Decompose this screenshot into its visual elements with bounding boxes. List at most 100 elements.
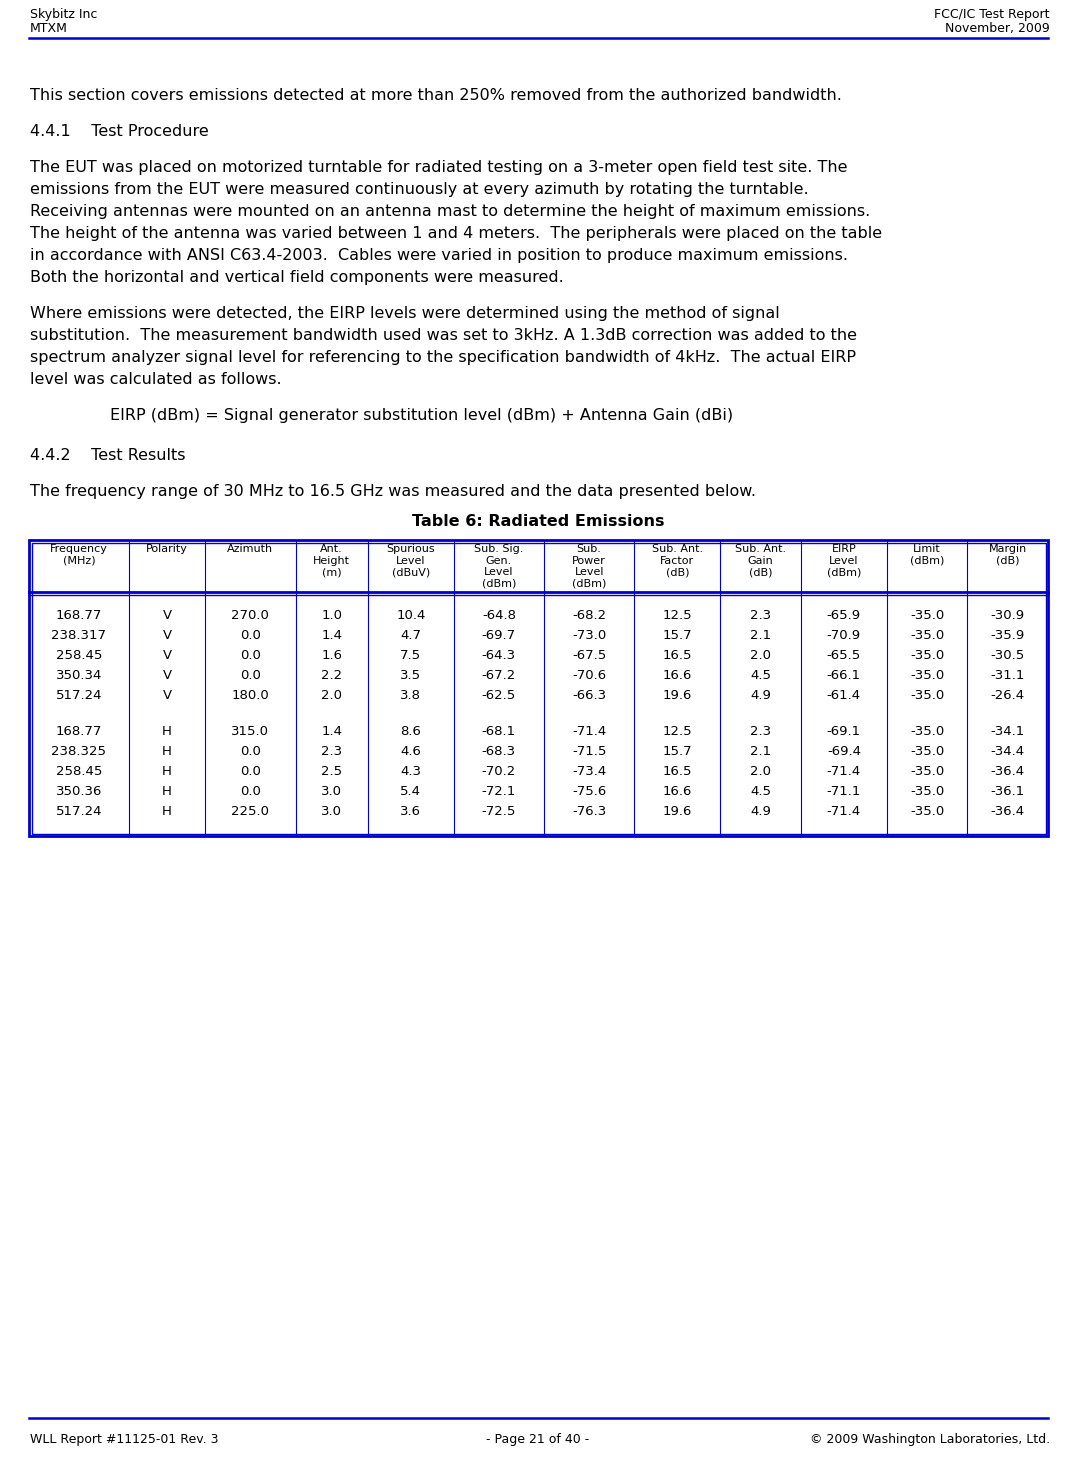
Text: -26.4: -26.4	[991, 690, 1025, 703]
Text: 2.2: 2.2	[321, 669, 342, 682]
Text: 2.3: 2.3	[750, 609, 771, 622]
Text: 7.5: 7.5	[401, 649, 421, 662]
Text: 16.6: 16.6	[662, 669, 693, 682]
Text: FCC/IC Test Report: FCC/IC Test Report	[935, 7, 1050, 20]
Text: Skybitz Inc: Skybitz Inc	[30, 7, 97, 20]
Text: EIRP
Level
(dBm): EIRP Level (dBm)	[827, 545, 862, 577]
Text: 0.0: 0.0	[240, 766, 261, 777]
Text: 4.5: 4.5	[750, 785, 771, 798]
Text: Limit
(dBm): Limit (dBm)	[910, 545, 945, 565]
Text: 0.0: 0.0	[240, 669, 261, 682]
Text: 15.7: 15.7	[662, 630, 693, 643]
Text: -69.7: -69.7	[481, 630, 516, 643]
Text: -36.4: -36.4	[991, 805, 1025, 818]
Text: 238.317: 238.317	[52, 630, 107, 643]
Text: 168.77: 168.77	[56, 725, 102, 738]
Text: 4.3: 4.3	[401, 766, 421, 777]
Text: -35.0: -35.0	[910, 649, 945, 662]
Text: -34.4: -34.4	[991, 745, 1025, 758]
Text: -71.4: -71.4	[827, 805, 861, 818]
Text: -71.1: -71.1	[827, 785, 862, 798]
Text: 258.45: 258.45	[56, 766, 102, 777]
Text: 12.5: 12.5	[662, 725, 693, 738]
Text: 1.4: 1.4	[321, 630, 342, 643]
Text: -31.1: -31.1	[991, 669, 1025, 682]
Text: Polarity: Polarity	[146, 545, 188, 553]
Text: 238.325: 238.325	[52, 745, 107, 758]
Text: 2.0: 2.0	[750, 649, 771, 662]
Text: Frequency
(MHz): Frequency (MHz)	[50, 545, 108, 565]
Text: -75.6: -75.6	[572, 785, 606, 798]
Text: 168.77: 168.77	[56, 609, 102, 622]
Text: 350.34: 350.34	[56, 669, 102, 682]
Text: -64.8: -64.8	[481, 609, 516, 622]
Text: -35.0: -35.0	[910, 785, 945, 798]
Text: -68.3: -68.3	[481, 745, 516, 758]
Text: 3.0: 3.0	[321, 785, 342, 798]
Text: -35.0: -35.0	[910, 725, 945, 738]
Text: -64.3: -64.3	[481, 649, 516, 662]
Text: - Page 21 of 40 -: - Page 21 of 40 -	[487, 1433, 589, 1446]
Text: The frequency range of 30 MHz to 16.5 GHz was measured and the data presented be: The frequency range of 30 MHz to 16.5 GH…	[30, 485, 756, 499]
Text: 258.45: 258.45	[56, 649, 102, 662]
Text: MTXM: MTXM	[30, 22, 68, 35]
Text: 5.4: 5.4	[401, 785, 421, 798]
Text: 10.4: 10.4	[396, 609, 425, 622]
Text: -34.1: -34.1	[991, 725, 1025, 738]
Text: November, 2009: November, 2009	[946, 22, 1050, 35]
Text: 15.7: 15.7	[662, 745, 693, 758]
Text: -68.1: -68.1	[481, 725, 516, 738]
Text: 0.0: 0.0	[240, 630, 261, 643]
Text: 0.0: 0.0	[240, 745, 261, 758]
Text: © 2009 Washington Laboratories, Ltd.: © 2009 Washington Laboratories, Ltd.	[810, 1433, 1050, 1446]
Text: -69.4: -69.4	[827, 745, 861, 758]
Text: 4.4.2    Test Results: 4.4.2 Test Results	[30, 448, 185, 463]
Text: H: H	[163, 725, 172, 738]
Text: -67.2: -67.2	[481, 669, 516, 682]
Text: 16.6: 16.6	[662, 785, 693, 798]
Text: 19.6: 19.6	[662, 690, 693, 703]
Text: EIRP (dBm) = Signal generator substitution level (dBm) + Antenna Gain (dBi): EIRP (dBm) = Signal generator substituti…	[110, 408, 733, 423]
Text: H: H	[163, 745, 172, 758]
Text: H: H	[163, 805, 172, 818]
Text: V: V	[163, 669, 171, 682]
Text: 3.8: 3.8	[401, 690, 421, 703]
Text: 3.0: 3.0	[321, 805, 342, 818]
Text: 4.7: 4.7	[401, 630, 421, 643]
Text: The height of the antenna was varied between 1 and 4 meters.  The peripherals we: The height of the antenna was varied bet…	[30, 225, 882, 242]
Text: -73.4: -73.4	[572, 766, 606, 777]
Text: The EUT was placed on motorized turntable for radiated testing on a 3-meter open: The EUT was placed on motorized turntabl…	[30, 160, 848, 176]
Bar	[31, 543, 1046, 833]
Text: -36.1: -36.1	[991, 785, 1025, 798]
Text: -66.1: -66.1	[827, 669, 861, 682]
Text: 2.5: 2.5	[321, 766, 342, 777]
Text: Azimuth: Azimuth	[227, 545, 274, 553]
Text: -35.0: -35.0	[910, 805, 945, 818]
Text: 16.5: 16.5	[662, 649, 693, 662]
Text: -30.9: -30.9	[991, 609, 1025, 622]
Text: -35.0: -35.0	[910, 630, 945, 643]
Text: 19.6: 19.6	[662, 805, 693, 818]
Text: Both the horizontal and vertical field components were measured.: Both the horizontal and vertical field c…	[30, 269, 563, 285]
Text: -68.2: -68.2	[572, 609, 606, 622]
Text: -35.0: -35.0	[910, 745, 945, 758]
Text: H: H	[163, 766, 172, 777]
Text: Where emissions were detected, the EIRP levels were determined using the method : Where emissions were detected, the EIRP …	[30, 306, 780, 321]
Text: -35.0: -35.0	[910, 609, 945, 622]
Text: H: H	[163, 785, 172, 798]
Text: 3.6: 3.6	[401, 805, 421, 818]
Text: -65.9: -65.9	[827, 609, 861, 622]
Text: V: V	[163, 690, 171, 703]
Text: V: V	[163, 649, 171, 662]
Text: Spurious
Level
(dBuV): Spurious Level (dBuV)	[387, 545, 435, 577]
Text: Sub.
Power
Level
(dBm): Sub. Power Level (dBm)	[572, 545, 606, 589]
Text: WLL Report #11125-01 Rev. 3: WLL Report #11125-01 Rev. 3	[30, 1433, 219, 1446]
Text: 2.0: 2.0	[750, 766, 771, 777]
Text: -30.5: -30.5	[991, 649, 1025, 662]
Text: -71.5: -71.5	[572, 745, 606, 758]
Text: 8.6: 8.6	[401, 725, 421, 738]
Text: 4.9: 4.9	[751, 805, 771, 818]
Text: -35.0: -35.0	[910, 669, 945, 682]
Text: Ant.
Height
(m): Ant. Height (m)	[313, 545, 350, 577]
Text: Margin
(dB): Margin (dB)	[989, 545, 1026, 565]
